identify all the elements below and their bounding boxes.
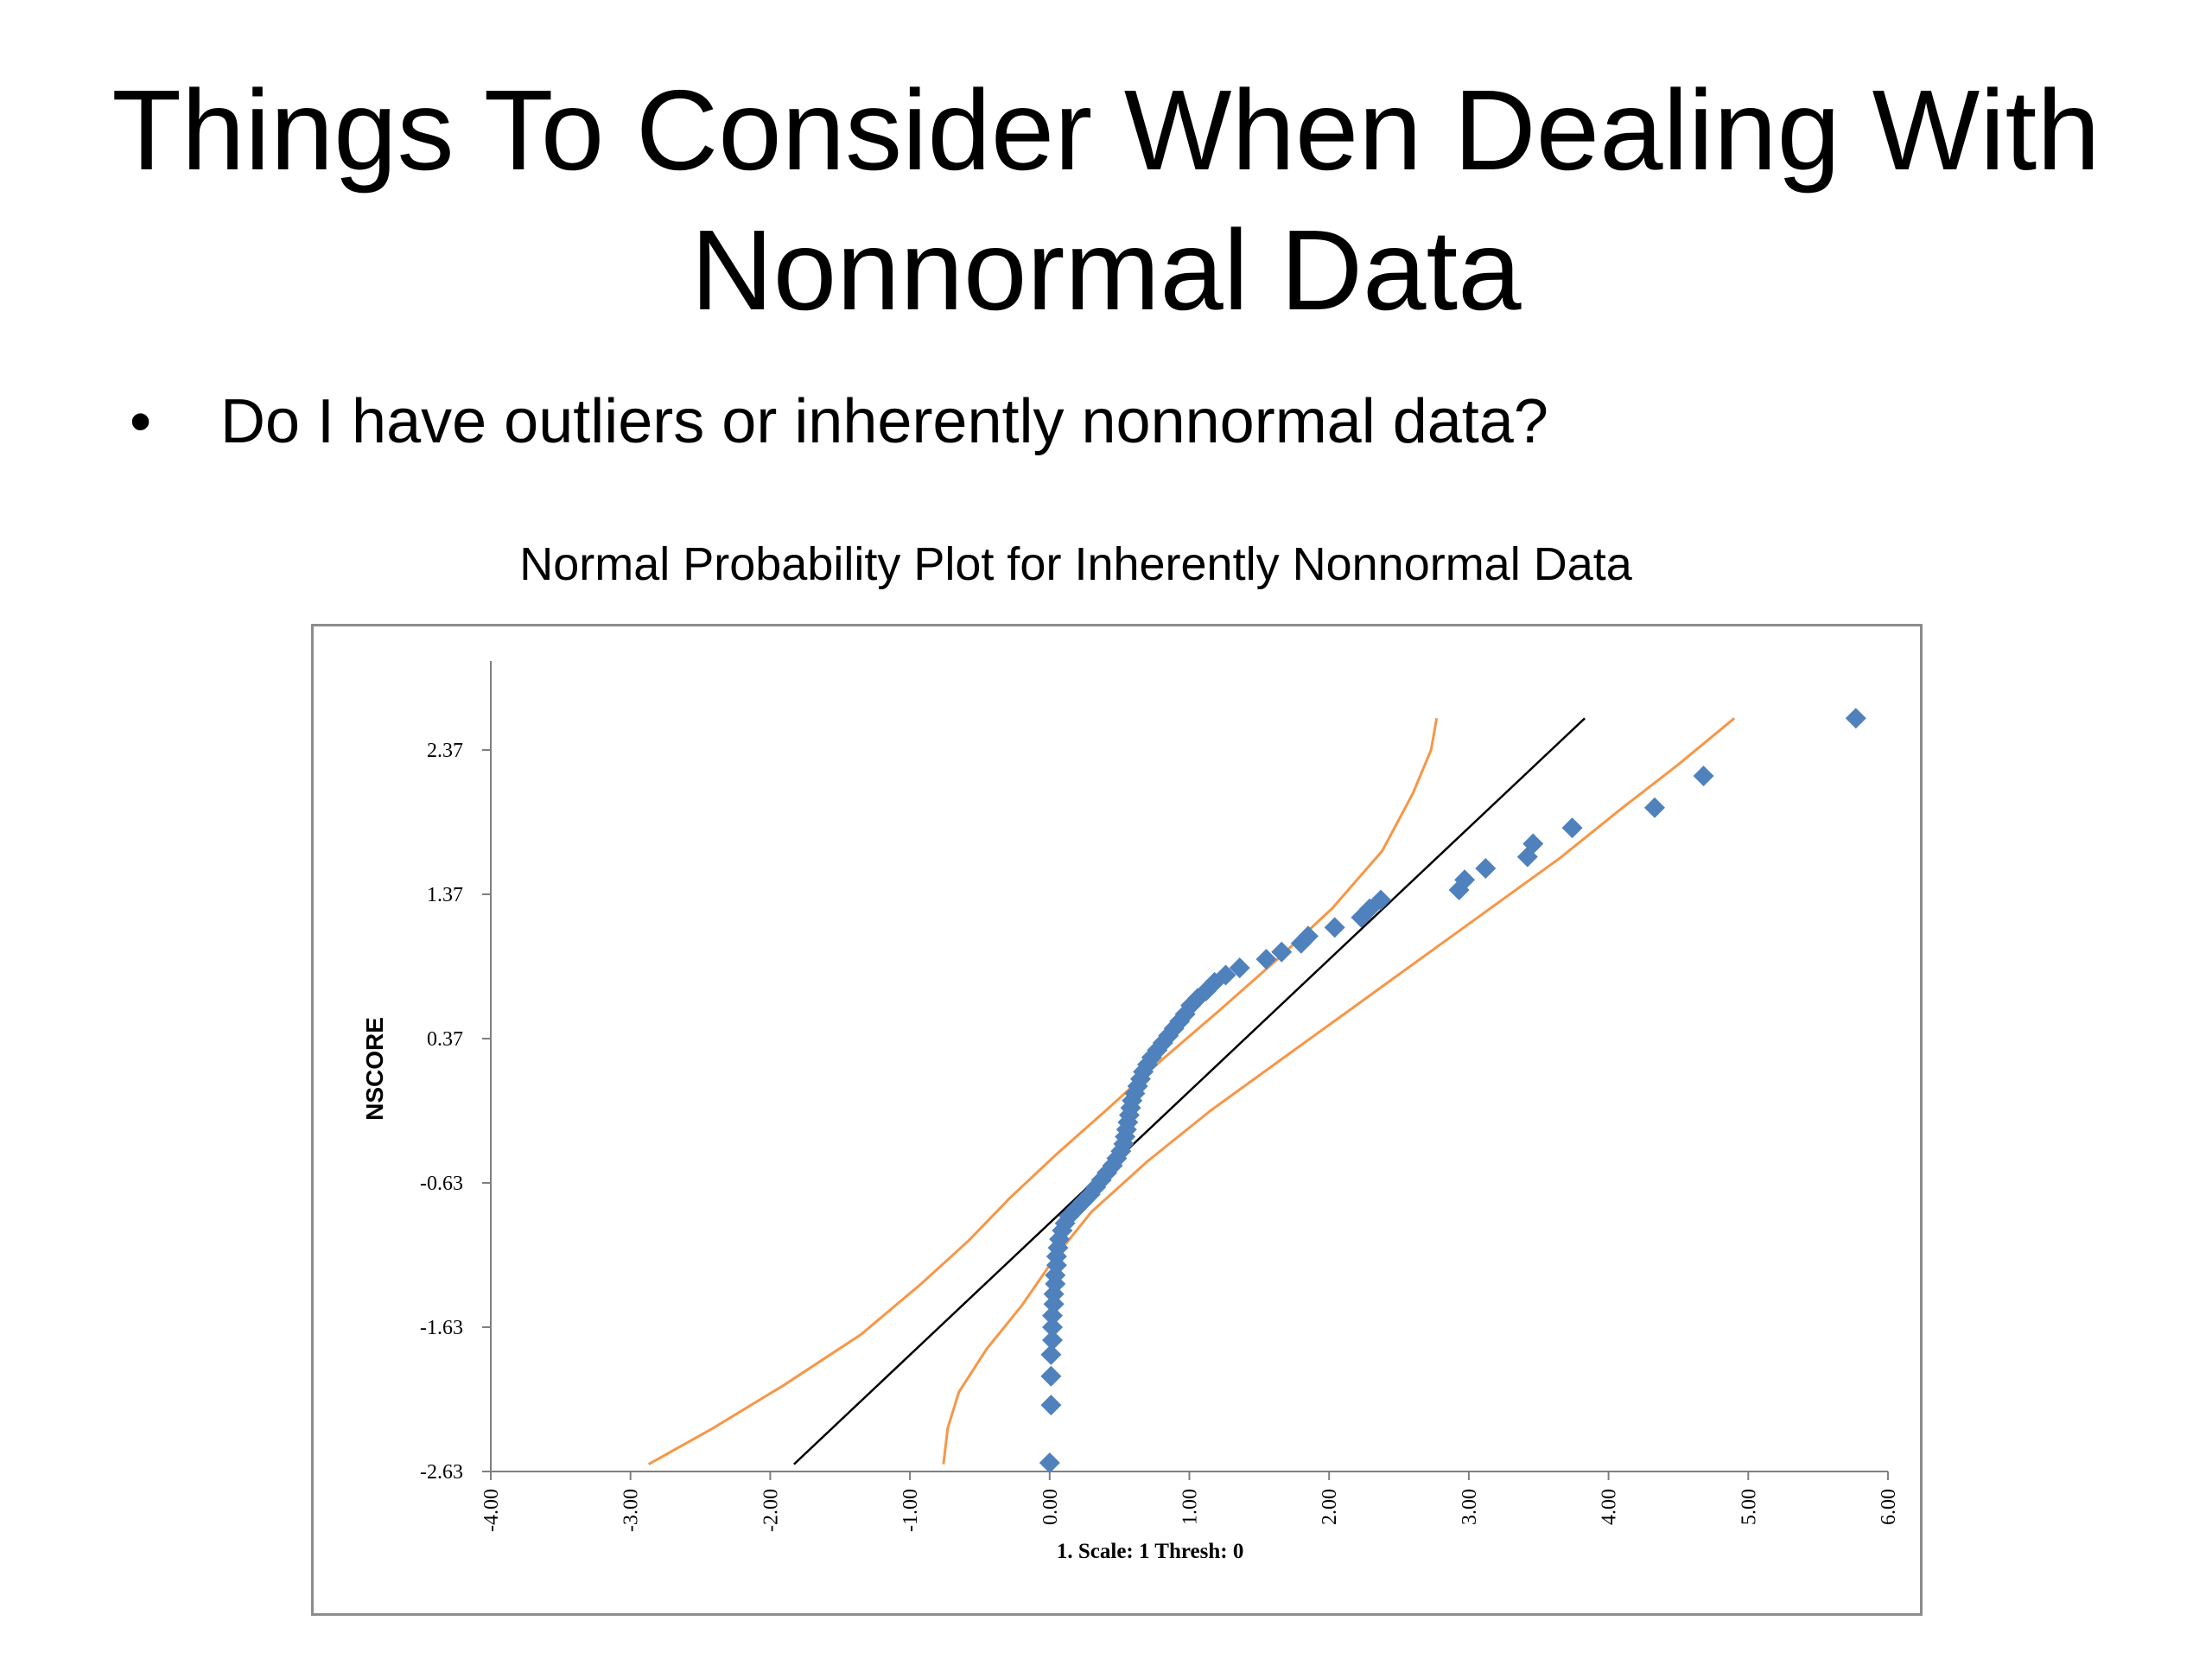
- bullet-item: • Do I have outliers or inherently nonnor…: [130, 380, 1548, 463]
- y-tick-label: -1.63: [420, 1317, 463, 1339]
- data-point-diamond: [1045, 1264, 1066, 1286]
- upper-band-line: [647, 718, 1439, 1465]
- data-point-diamond: [1324, 917, 1345, 938]
- x-tick-label: 3.00: [1459, 1489, 1481, 1525]
- data-point-diamond: [1643, 797, 1665, 818]
- x-tick-label: 0.00: [1039, 1489, 1062, 1525]
- data-point-diamond: [1040, 1395, 1062, 1416]
- x-tick-label: 1.00: [1179, 1489, 1202, 1525]
- lower-band-line: [942, 717, 1736, 1465]
- data-point-diamond: [1255, 949, 1277, 970]
- data-point-diamond: [1271, 941, 1293, 963]
- bullet-dot-icon: •: [130, 387, 152, 456]
- data-points: [1039, 708, 1866, 1473]
- x-tick-label: -4.00: [480, 1489, 503, 1532]
- x-tick-label: 6.00: [1878, 1489, 1900, 1525]
- y-axis-label: NSCORE: [361, 1017, 388, 1121]
- data-point-diamond: [1351, 906, 1372, 928]
- x-tick-label: 4.00: [1599, 1489, 1621, 1525]
- slide-title-line-1: Things To Consider When Dealing With: [111, 67, 2101, 194]
- x-tick-label: 5.00: [1738, 1489, 1760, 1525]
- x-tick-labels: -4.00 -3.00 -2.00 -1.00 0.00 1.00 2.00 3.00 4.00…: [480, 1489, 1900, 1532]
- fit-line: [793, 717, 1586, 1465]
- data-point-diamond: [1297, 925, 1319, 947]
- data-point-diamond: [1042, 1330, 1064, 1351]
- x-tick-label: 2.00: [1319, 1489, 1341, 1525]
- data-point-diamond: [1561, 817, 1583, 839]
- y-tick-label: 0.37: [427, 1028, 463, 1051]
- data-point-diamond: [1058, 1205, 1080, 1227]
- data-point-diamond: [1215, 964, 1236, 986]
- chart-title: Normal Probability Plot for Inherently N…: [519, 538, 1632, 590]
- slide-title: Things To Consider When Dealing With Non…: [0, 60, 2212, 340]
- data-point-diamond: [1147, 1039, 1168, 1061]
- y-tick-label: -2.63: [420, 1461, 463, 1484]
- y-tick-label: 2.37: [427, 740, 463, 762]
- chart-axes: [482, 661, 1889, 1480]
- chart-annotation: 1. Scale: 1 Thresh: 0: [1057, 1540, 1243, 1563]
- chart-frame: 2.37 1.37 0.37 -0.63 -1.63 -2.63 -4.00 -3.00 -2…: [311, 624, 1923, 1616]
- data-point-diamond: [1039, 1452, 1060, 1473]
- normal-probability-plot: 2.37 1.37 0.37 -0.63 -1.63 -2.63 -4.00 -3.00 -2…: [361, 661, 1900, 1563]
- x-tick-label: -2.00: [760, 1489, 782, 1532]
- y-tick-labels: 2.37 1.37 0.37 -0.63 -1.63 -2.63: [420, 740, 463, 1484]
- data-point-diamond: [1169, 1010, 1191, 1032]
- data-point-diamond: [1845, 708, 1866, 729]
- data-point-diamond: [1042, 1317, 1064, 1338]
- data-point-diamond: [1040, 1365, 1062, 1387]
- data-point-diamond: [1522, 833, 1544, 855]
- data-point-diamond: [1475, 857, 1497, 879]
- x-tick-label: -3.00: [620, 1489, 643, 1532]
- data-point-diamond: [1229, 957, 1250, 979]
- bullet-text: Do I have outliers or inherently nonnorm…: [220, 387, 1548, 456]
- data-point-diamond: [1141, 1046, 1162, 1068]
- data-point-diamond: [1090, 1169, 1112, 1191]
- slide-title-line-2: Nonnormal Data: [690, 207, 1522, 334]
- data-point-diamond: [1454, 869, 1476, 891]
- data-point-diamond: [1040, 1344, 1062, 1365]
- y-tick-label: -0.63: [420, 1173, 463, 1195]
- y-tick-label: 1.37: [427, 884, 463, 906]
- data-point-diamond: [1370, 889, 1392, 911]
- data-point-diamond: [1693, 766, 1714, 787]
- data-point-diamond: [1359, 898, 1381, 919]
- x-tick-label: -1.00: [899, 1489, 922, 1532]
- chart-lines: [647, 717, 1736, 1465]
